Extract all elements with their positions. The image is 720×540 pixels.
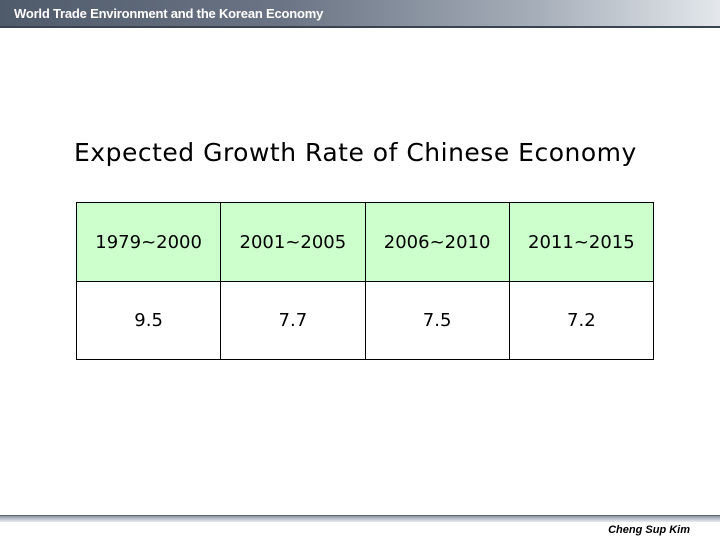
header-title: World Trade Environment and the Korean E… — [14, 6, 324, 21]
rate-row: 9.5 7.7 7.5 7.2 — [75, 281, 655, 360]
header-bar: World Trade Environment and the Korean E… — [0, 0, 720, 28]
rate-cell: 7.5 — [364, 281, 510, 360]
rate-cell: 7.2 — [508, 281, 655, 360]
period-cell: 2006~2010 — [364, 202, 510, 282]
period-row: 1979~2000 2001~2005 2006~2010 2011~2015 — [75, 202, 655, 282]
period-cell: 2001~2005 — [220, 202, 366, 282]
growth-rate-table: 1979~2000 2001~2005 2006~2010 2011~2015 … — [75, 202, 655, 360]
period-cell: 2011~2015 — [508, 202, 655, 282]
author-name: Cheng Sup Kim — [608, 524, 690, 536]
slide-title: Expected Growth Rate of Chinese Economy — [74, 138, 637, 167]
rate-cell: 7.7 — [220, 281, 366, 360]
rate-cell: 9.5 — [75, 281, 222, 360]
footer-bar — [0, 515, 720, 522]
period-cell: 1979~2000 — [75, 202, 222, 282]
